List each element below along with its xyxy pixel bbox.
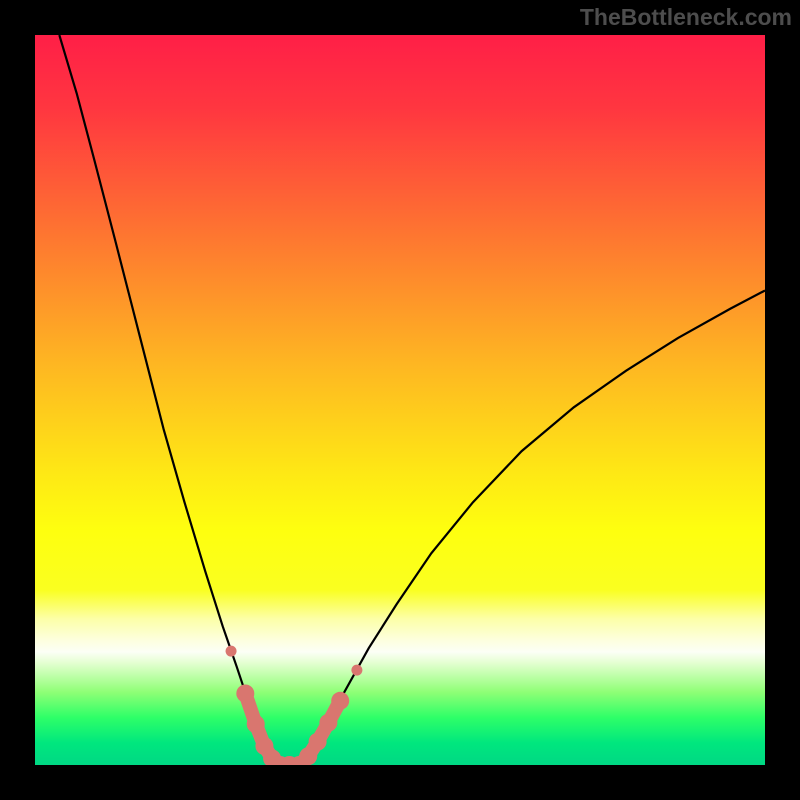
- curve-marker: [331, 692, 349, 710]
- curve-marker: [309, 733, 327, 751]
- gradient-background: [35, 35, 765, 765]
- curve-marker: [226, 646, 237, 657]
- curve-marker: [236, 684, 254, 702]
- curve-marker: [247, 715, 265, 733]
- watermark-text: TheBottleneck.com: [580, 4, 792, 31]
- curve-marker: [319, 714, 337, 732]
- curve-marker: [351, 665, 362, 676]
- plot-svg: [35, 35, 765, 765]
- chart-container: TheBottleneck.com: [0, 0, 800, 800]
